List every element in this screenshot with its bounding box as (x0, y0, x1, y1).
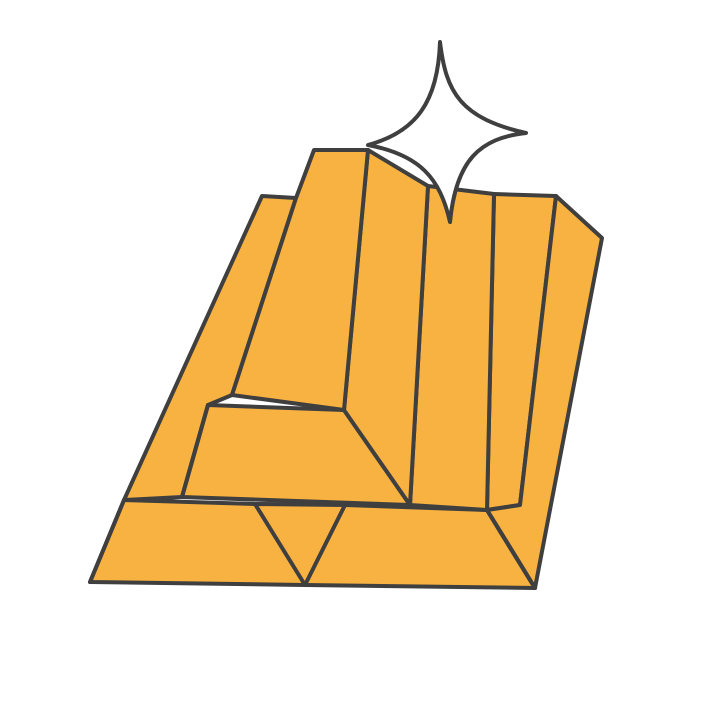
top-gold-bar-top (230, 148, 370, 412)
bottom-bar-divider (253, 502, 347, 587)
sparkle-icon (366, 40, 528, 224)
gold-bars-stack (88, 148, 604, 590)
bar-edge-lines (88, 403, 537, 590)
